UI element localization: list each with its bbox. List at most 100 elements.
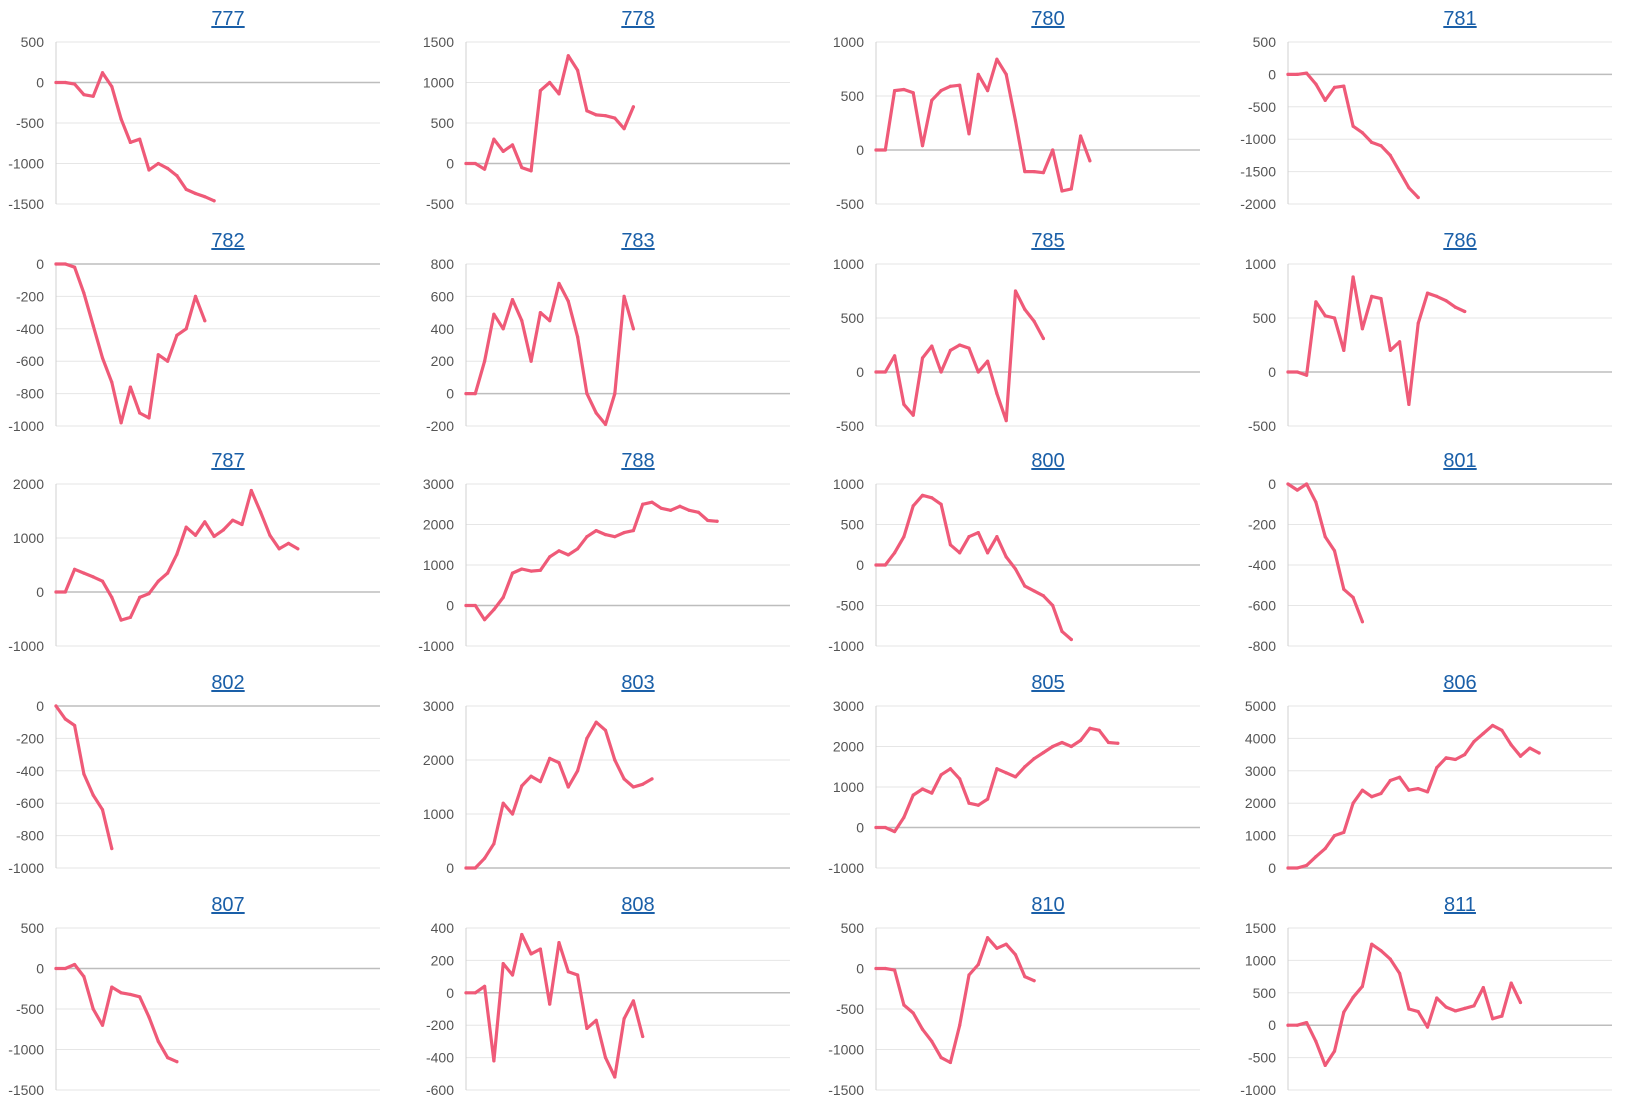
data-point — [958, 1023, 962, 1027]
data-point — [82, 975, 86, 979]
data-point — [63, 590, 67, 594]
data-point — [156, 161, 160, 166]
y-tick-label: 500 — [21, 920, 45, 936]
data-point — [1332, 1049, 1337, 1053]
data-point — [1041, 594, 1045, 598]
data-point — [128, 385, 132, 389]
data-point — [1051, 603, 1055, 608]
chart-title-link[interactable]: 783 — [621, 230, 655, 252]
data-point — [1398, 170, 1402, 174]
chart-title-link[interactable]: 800 — [1031, 450, 1065, 472]
y-tick-label: -1000 — [8, 156, 44, 172]
chart-title-link[interactable]: 802 — [211, 672, 245, 694]
data-point — [1351, 801, 1355, 805]
data-point — [948, 543, 952, 547]
chart-title-link[interactable]: 781 — [1443, 8, 1477, 30]
chart-svg: 1000 500 0 -500 — [833, 256, 1200, 434]
data-point — [920, 356, 925, 360]
chart-title-link[interactable]: 811 — [1444, 894, 1476, 916]
chart-title-link[interactable]: 782 — [211, 230, 245, 252]
chart-title-link[interactable]: 785 — [1031, 230, 1065, 252]
data-point — [1444, 756, 1448, 760]
data-point — [1069, 744, 1073, 749]
chart-svg: 500 0 -500 -1000 -1500 — [8, 34, 380, 212]
data-point — [603, 114, 608, 118]
series-line — [1286, 482, 1364, 624]
data-point — [669, 508, 673, 512]
data-point — [548, 1002, 552, 1006]
data-point — [1097, 728, 1101, 732]
y-tick-label: -500 — [836, 196, 864, 212]
data-point — [958, 83, 962, 87]
data-point — [976, 962, 980, 967]
chart-title-link[interactable]: 788 — [621, 450, 655, 472]
data-point — [930, 344, 934, 348]
data-point — [1305, 373, 1309, 377]
chart-title-link[interactable]: 780 — [1031, 8, 1065, 30]
data-point — [939, 1056, 943, 1060]
data-point — [576, 973, 580, 977]
y-tick-label: -800 — [16, 828, 44, 844]
chart-title-link[interactable]: 803 — [621, 672, 655, 694]
data-point — [91, 94, 95, 98]
y-tick-label: -1000 — [828, 860, 864, 876]
chart-title-link[interactable]: 787 — [211, 450, 245, 472]
chart-title-link[interactable]: 810 — [1031, 894, 1065, 916]
chart-title-link[interactable]: 778 — [621, 8, 655, 30]
data-point — [1032, 170, 1036, 174]
data-point — [147, 1015, 151, 1019]
y-tick-label: 1000 — [833, 476, 864, 492]
y-tick-label: -600 — [1248, 598, 1276, 614]
data-point — [1332, 834, 1337, 838]
data-point — [696, 510, 701, 514]
data-point — [967, 801, 971, 805]
data-point — [538, 947, 542, 951]
data-point — [631, 105, 635, 109]
data-point — [1425, 1025, 1430, 1029]
chart-title-link[interactable]: 777 — [211, 8, 245, 30]
chart-title-link[interactable]: 786 — [1443, 230, 1477, 252]
data-point — [659, 506, 663, 510]
series-line — [1286, 275, 1467, 406]
chart-panel-803: 803 3000 2000 1000 0 — [410, 664, 820, 886]
data-point — [1407, 402, 1411, 406]
data-point — [1518, 1000, 1523, 1005]
data-point — [613, 1075, 617, 1079]
data-point — [1013, 289, 1018, 293]
data-point — [1013, 567, 1018, 571]
data-point — [538, 89, 542, 93]
y-tick-label: -500 — [836, 598, 864, 614]
y-tick-label: 0 — [36, 961, 44, 977]
data-point — [73, 82, 77, 86]
chart-title-link[interactable]: 808 — [621, 894, 655, 916]
data-point — [73, 962, 77, 967]
data-point — [893, 968, 897, 972]
data-point — [100, 1023, 105, 1027]
data-point — [893, 551, 897, 555]
data-point — [501, 801, 505, 805]
data-point — [1116, 741, 1120, 745]
data-point — [557, 549, 561, 553]
y-tick-label: 0 — [856, 364, 864, 380]
series-line — [874, 289, 1045, 423]
y-tick-label: 2000 — [423, 752, 454, 768]
y-tick-label: 1000 — [1245, 828, 1276, 844]
data-point — [54, 704, 58, 708]
data-point — [902, 535, 906, 539]
y-tick-label: 0 — [856, 820, 864, 836]
chart-title-link[interactable]: 801 — [1443, 450, 1477, 472]
chart-title-link[interactable]: 806 — [1443, 672, 1477, 694]
data-point — [175, 552, 179, 556]
data-point — [1425, 291, 1430, 295]
data-point — [631, 999, 635, 1003]
data-point — [1342, 1010, 1346, 1014]
y-tick-label: 1000 — [833, 779, 864, 795]
chart-title-link[interactable]: 807 — [211, 894, 245, 916]
data-point — [483, 984, 487, 988]
series-line — [54, 71, 216, 203]
y-tick-label: -400 — [16, 321, 44, 337]
data-point — [585, 1026, 589, 1031]
chart-title-link[interactable]: 805 — [1031, 672, 1065, 694]
data-point — [1314, 300, 1318, 304]
data-point — [883, 148, 887, 152]
